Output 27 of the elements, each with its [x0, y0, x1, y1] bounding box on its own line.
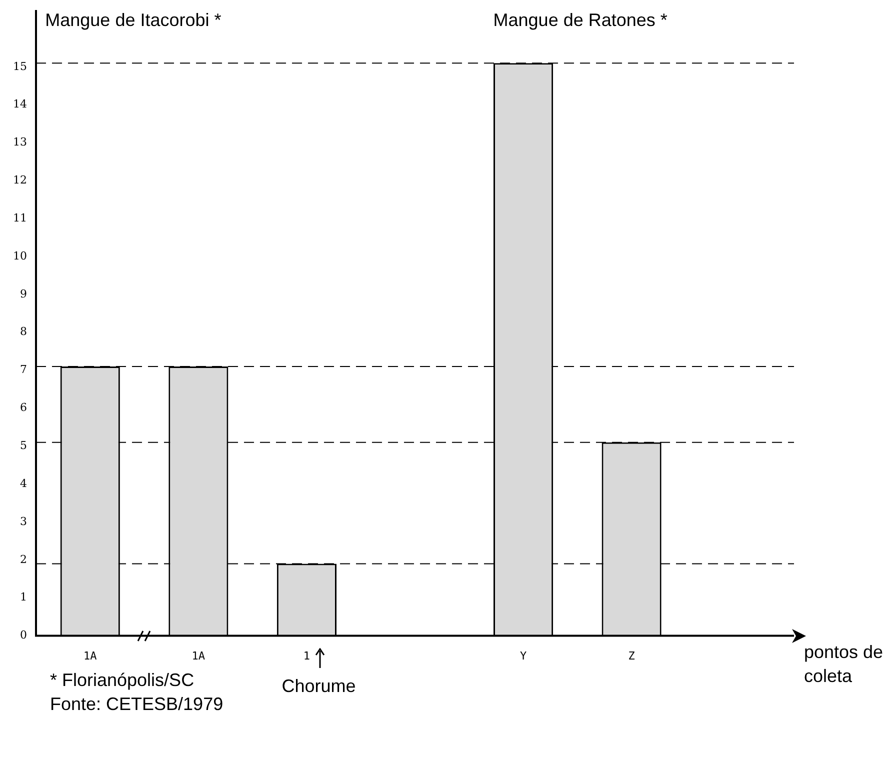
text: Chorume [282, 676, 356, 696]
annotation: Mangue de Itacorobi * [45, 10, 222, 30]
y-tick-label: 12 [12, 174, 27, 187]
y-tick-label: 15 [12, 60, 27, 73]
source-note: Fonte: CETESB/1979 [50, 694, 224, 714]
y-tick-label: 14 [12, 98, 27, 111]
x-tick-label: Y [520, 649, 527, 662]
x-tick-label: 1 [303, 649, 310, 662]
y-tick-label: 13 [12, 136, 27, 149]
x-tick-label: 1A [84, 649, 98, 662]
y-tick-label: 10 [12, 249, 27, 262]
y-tick-label: 11 [12, 211, 27, 224]
y-tick-label: 5 [20, 439, 27, 452]
x-tick-label: Z [628, 649, 636, 662]
y-tick-label: 4 [20, 476, 27, 490]
x-axis-title: pontos de coleta [804, 642, 884, 686]
y-tick-label: 0 [20, 628, 27, 642]
y-tick-label: 1 [20, 590, 27, 604]
annotation: Mangue de Ratones * [493, 10, 668, 30]
text: * Florianópolis/SC [50, 670, 194, 690]
y-tick-label: 9 [20, 287, 27, 300]
x-tick-label: 1A [192, 649, 206, 662]
y-tick-label: 2 [20, 552, 27, 566]
y-tick-label: 7 [20, 363, 27, 376]
y-tick-label: 6 [20, 401, 27, 414]
y-tick-label: 3 [20, 514, 27, 528]
y-tick-label: 8 [20, 325, 27, 338]
